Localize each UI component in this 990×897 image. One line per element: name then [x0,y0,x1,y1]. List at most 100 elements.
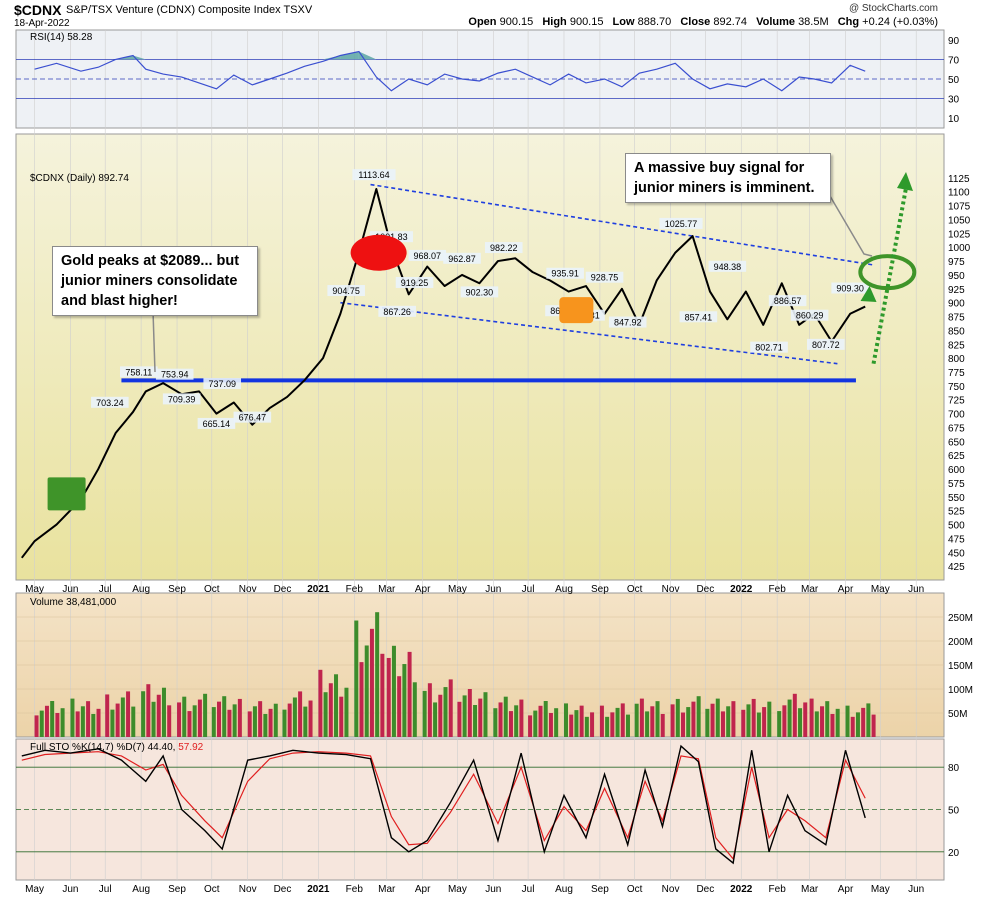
volume-bar [273,703,278,737]
price-label-tag: 867.26 [378,305,416,317]
volume-bar [726,706,731,737]
volume-bar [767,701,772,737]
volume-bar [80,706,85,737]
price-label-bg [750,341,788,353]
price-label-tag: 935.91 [546,267,584,279]
volume-bar [282,709,287,737]
sto-label: Full STO %K(14,7) %D(7) 44.40, 57.92 [30,742,204,753]
volume-bar [141,691,146,737]
price-label-text: 867.26 [383,307,411,317]
volume-bar [402,664,407,737]
x-tick-label-price: Dec [274,584,292,595]
price-label-bg [233,411,272,423]
price-y-tick-label: 775 [948,368,965,379]
low-value: 888.70 [637,16,672,28]
price-label-tag: 982.22 [484,242,523,254]
price-label-tag: 857.41 [679,311,718,323]
price-y-tick-label: 675 [948,423,965,434]
price-y-tick-label: 1050 [948,215,971,226]
chg-value: +0.24 (+0.03%) [862,16,938,28]
price-label-tag: 703.24 [91,396,129,408]
volume-bar [448,679,453,737]
volume-bar [710,703,715,737]
volume-bar [473,705,478,737]
volume-bar [625,714,630,737]
price-y-tick-label: 650 [948,437,965,448]
price-label-tag: 968.07 [408,249,447,261]
rsi-y-tick-label: 30 [948,95,960,106]
volume-bar [131,706,136,737]
price-label-text: 860.29 [796,311,824,321]
volume-bar [579,705,584,737]
volume-bar [105,694,110,737]
volume-bar [334,674,339,737]
price-label-text: 886.57 [774,296,802,306]
volume-bar [803,702,808,737]
volume-bar [167,705,172,737]
chg-label: Chg [837,16,860,28]
volume-bar [115,703,120,737]
x-tick-label-price: Oct [204,584,220,595]
price-label-bg [155,368,194,380]
price-label-bg [659,217,703,229]
price-label-bg [608,316,647,328]
volume-bar [845,705,850,737]
price-y-tick-label: 525 [948,507,965,518]
volume-bar [483,692,488,737]
volume-bar [660,713,665,737]
price-label-tag: 948.38 [708,260,747,272]
volume-bar [543,701,548,737]
price-label-bg [546,267,584,279]
volume-bar [563,703,568,737]
price-label-bg [369,231,413,243]
price-y-tick-label: 800 [948,354,965,365]
price-label-tag: 709.39 [162,393,201,405]
sto-k-line [21,744,866,865]
x-tick-label-bottom: Apr [415,884,431,895]
volume-bar [120,697,125,737]
x-tick-label-price: Aug [132,584,150,595]
volume-bar [222,696,227,737]
volume-bar [533,710,538,737]
volume-value: 38.5M [798,16,829,28]
price-y-tick-label: 925 [948,285,965,296]
volume-bar [252,706,257,737]
x-tick-label-price: May [448,584,467,595]
volume-bar [177,702,182,737]
price-label-text: 857.41 [685,312,713,322]
volume-bar [782,705,787,737]
volume-bar [96,708,101,737]
x-tick-label-bottom: Nov [239,884,257,895]
volume-bar [308,700,313,737]
volume-bar [599,705,604,737]
volume-bar [746,704,751,737]
sto-y-tick-label: 80 [948,763,960,774]
x-tick-label-bottom: May [25,884,44,895]
volume-bar [720,711,725,737]
low-label: Low [612,16,635,28]
volume-bar [380,653,385,737]
volume-bar [645,711,650,737]
rsi-label: RSI(14) 58.28 [30,32,93,43]
volume-y-tick-label: 50M [948,709,967,720]
volume-bar [438,694,443,737]
annotation-left-line-1: Gold peaks at $2089... but [61,253,240,269]
volume-bar [650,706,655,737]
x-tick-label-price: Oct [627,584,643,595]
volume-bar [655,701,660,737]
x-tick-label-price: Feb [769,584,787,595]
volume-bar [86,701,91,737]
x-tick-label-bottom: Nov [662,884,680,895]
x-tick-label-price: Jun [908,584,924,595]
price-label-bg [790,309,829,321]
price-label-bg [408,249,447,261]
price-y-tick-label: 1000 [948,243,971,254]
price-y-tick-label: 625 [948,451,965,462]
price-label-tag: 807.72 [807,338,845,350]
red-ellipse-marker [350,234,407,271]
price-label-text: 968.07 [414,251,442,261]
volume-bar [268,708,273,737]
volume-bar [478,698,483,737]
price-label-tag: 928.75 [585,271,624,283]
